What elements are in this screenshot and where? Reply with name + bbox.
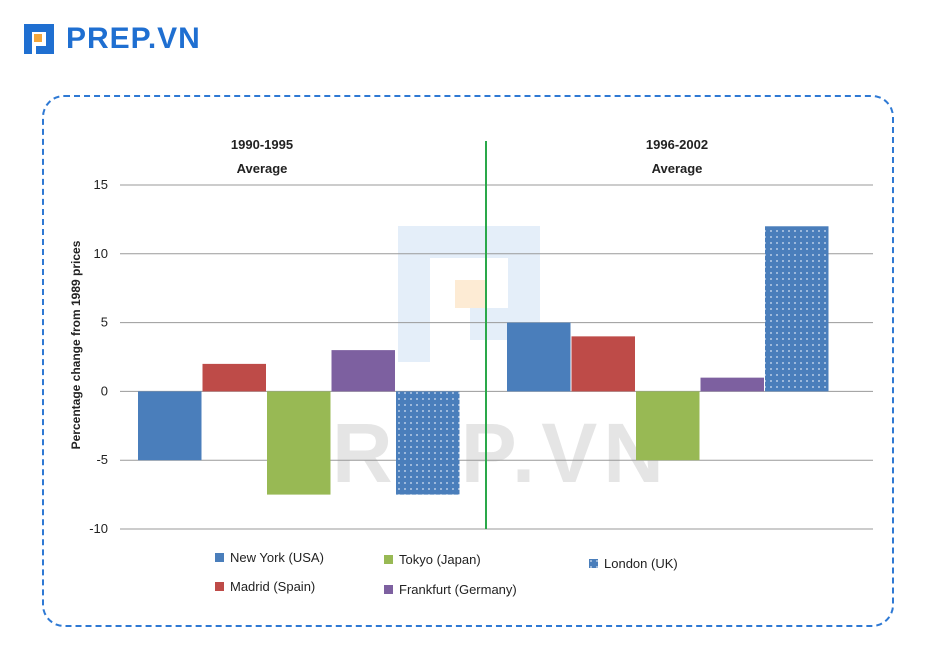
legend-label: Madrid (Spain) — [230, 579, 315, 594]
legend-swatch — [384, 555, 393, 564]
legend-label: Tokyo (Japan) — [399, 552, 481, 567]
legend-swatch — [589, 559, 598, 568]
y-tick-label: -10 — [89, 521, 108, 536]
y-tick-label: 0 — [101, 383, 108, 398]
brand: PREP.VN — [22, 22, 201, 56]
bar-london-uk-1 — [765, 226, 829, 392]
bar-frankfurt-germany-0 — [331, 350, 395, 392]
bar-tokyo-japan-0 — [267, 391, 331, 495]
legend-swatch — [215, 553, 224, 562]
category-label-average: Average — [652, 161, 703, 176]
bar-new-york-usa-1 — [507, 322, 571, 392]
legend-label: New York (USA) — [230, 550, 324, 565]
category-label-period: 1996-2002 — [646, 137, 708, 152]
legend-label: London (UK) — [604, 556, 678, 571]
bar-tokyo-japan-1 — [636, 391, 700, 461]
brand-name: PREP.VN — [66, 22, 201, 55]
y-tick-label: -5 — [96, 452, 108, 467]
legend-swatch — [384, 585, 393, 594]
chart-frame — [42, 95, 894, 627]
bar-madrid-spain-0 — [202, 363, 266, 392]
y-tick-label: 15 — [94, 177, 108, 192]
bar-new-york-usa-0 — [138, 391, 202, 461]
y-tick-label: 5 — [101, 315, 108, 330]
watermark-text: PREP.VN — [270, 406, 670, 500]
legend-label: Frankfurt (Germany) — [399, 582, 517, 597]
bar-london-uk-0 — [396, 391, 460, 495]
watermark: PREP.VN — [270, 226, 670, 500]
bar-frankfurt-germany-1 — [700, 377, 764, 392]
prep-logo-icon — [22, 22, 56, 56]
y-axis-label: Percentage change from 1989 prices — [69, 240, 83, 449]
y-tick-label: 10 — [94, 246, 108, 261]
bar-madrid-spain-1 — [571, 336, 635, 392]
category-label-period: 1990-1995 — [231, 137, 293, 152]
legend-swatch — [215, 582, 224, 591]
category-label-average: Average — [237, 161, 288, 176]
